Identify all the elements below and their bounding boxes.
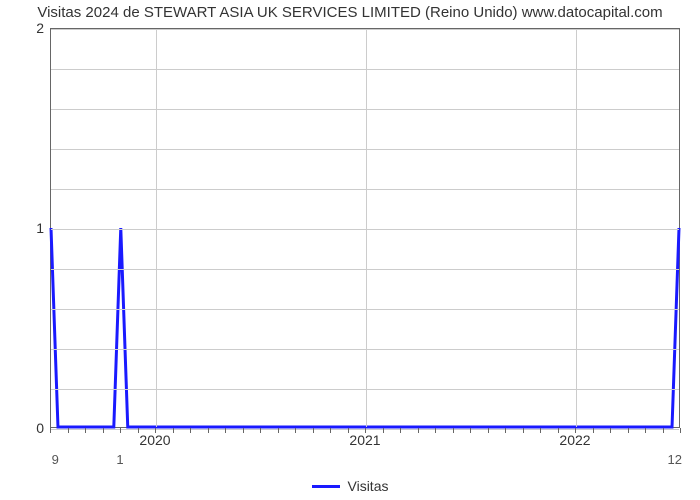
x-minor-tick — [243, 428, 244, 433]
legend-label-visitas: Visitas — [348, 478, 389, 494]
x-minor-tick — [470, 428, 471, 433]
chart-title: Visitas 2024 de STEWART ASIA UK SERVICES… — [0, 4, 700, 21]
y-tick-label: 2 — [4, 20, 44, 36]
y-tick-label: 0 — [4, 420, 44, 436]
x-minor-tick — [383, 428, 384, 433]
gridline-horizontal-minor — [51, 149, 679, 150]
x-minor-tick — [523, 428, 524, 433]
gridline-vertical — [576, 29, 577, 427]
y-tick-label: 1 — [4, 220, 44, 236]
x-minor-tick — [50, 428, 51, 433]
gridline-horizontal-minor — [51, 69, 679, 70]
x-minor-tick — [365, 428, 366, 433]
x-minor-tick — [225, 428, 226, 433]
x-minor-tick — [278, 428, 279, 433]
x-minor-tick — [138, 428, 139, 433]
x-minor-tick — [418, 428, 419, 433]
x-minor-tick — [453, 428, 454, 433]
x-minor-tick — [645, 428, 646, 433]
x-minor-tick — [505, 428, 506, 433]
x-minor-tick — [663, 428, 664, 433]
gridline-horizontal-minor — [51, 389, 679, 390]
x-minor-tick — [330, 428, 331, 433]
x-minor-tick — [558, 428, 559, 433]
series-layer — [51, 29, 679, 427]
x-minor-tick — [680, 428, 681, 433]
x-minor-tick — [120, 428, 121, 433]
x-secondary-tick-label: 12 — [668, 452, 682, 467]
gridline-vertical — [156, 29, 157, 427]
series-line-visitas — [51, 228, 679, 427]
gridline-horizontal — [51, 29, 679, 30]
x-secondary-tick-label: 1 — [116, 452, 123, 467]
plot-area — [50, 28, 680, 428]
legend-swatch-visitas — [312, 485, 340, 488]
x-minor-tick — [488, 428, 489, 433]
x-minor-tick — [610, 428, 611, 433]
x-minor-tick — [575, 428, 576, 433]
x-minor-tick — [348, 428, 349, 433]
x-minor-tick — [295, 428, 296, 433]
x-minor-tick — [190, 428, 191, 433]
x-minor-tick — [173, 428, 174, 433]
x-tick-label: 2021 — [349, 432, 380, 448]
x-tick-label: 2020 — [139, 432, 170, 448]
x-minor-tick — [628, 428, 629, 433]
gridline-horizontal-minor — [51, 309, 679, 310]
x-minor-tick — [85, 428, 86, 433]
x-minor-tick — [103, 428, 104, 433]
gridline-horizontal-minor — [51, 109, 679, 110]
gridline-horizontal-minor — [51, 269, 679, 270]
gridline-horizontal-minor — [51, 189, 679, 190]
legend: Visitas — [0, 478, 700, 494]
gridline-horizontal — [51, 229, 679, 230]
x-minor-tick — [593, 428, 594, 433]
gridline-vertical — [366, 29, 367, 427]
x-minor-tick — [68, 428, 69, 433]
x-minor-tick — [208, 428, 209, 433]
x-minor-tick — [435, 428, 436, 433]
x-minor-tick — [400, 428, 401, 433]
x-minor-tick — [313, 428, 314, 433]
x-tick-label: 2022 — [559, 432, 590, 448]
x-secondary-tick-label: 9 — [52, 452, 59, 467]
gridline-horizontal-minor — [51, 349, 679, 350]
x-minor-tick — [540, 428, 541, 433]
x-minor-tick — [155, 428, 156, 433]
x-minor-tick — [260, 428, 261, 433]
